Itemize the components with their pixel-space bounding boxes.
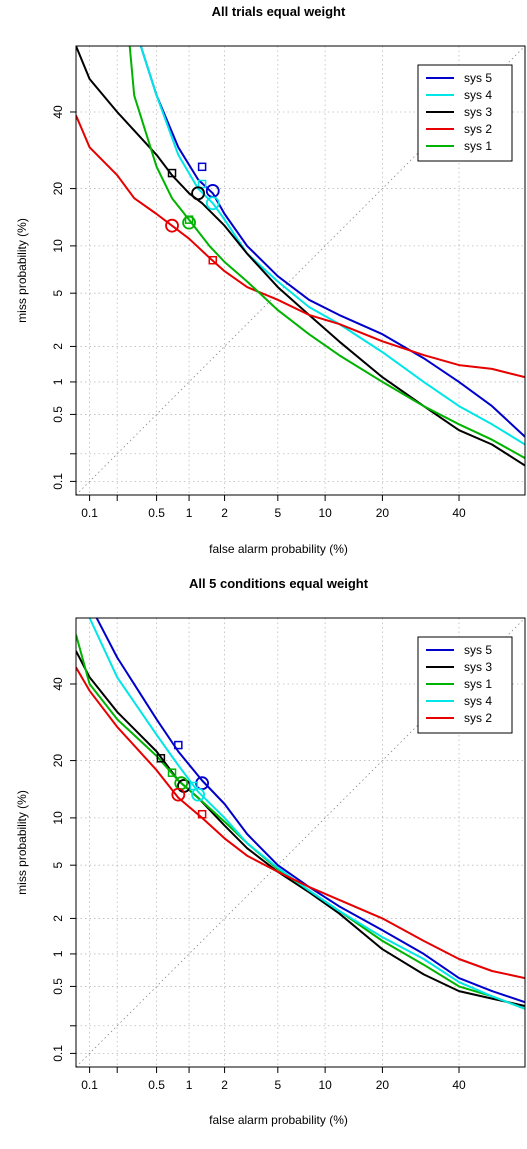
series-line-sys-2 <box>76 666 525 980</box>
series-group <box>76 46 525 467</box>
x-tick-label: 1 <box>186 506 193 520</box>
legend-label: sys 5 <box>464 643 492 657</box>
y-axis-label: miss probability (%) <box>15 790 29 895</box>
x-tick-label: 2 <box>221 1078 228 1092</box>
x-tick-label: 0.1 <box>81 506 98 520</box>
legend-label: sys 2 <box>464 122 492 136</box>
y-tick-label: 5 <box>51 862 65 869</box>
x-axis-label: false alarm probability (%) <box>209 1113 348 1127</box>
x-tick-label: 40 <box>452 1078 466 1092</box>
act-dcf-marker <box>174 740 183 750</box>
y-tick-label: 5 <box>51 290 65 297</box>
x-tick-label: 1 <box>186 1078 193 1092</box>
plot-frame <box>75 45 526 496</box>
act-dcf-marker <box>197 179 207 189</box>
legend-label: sys 1 <box>464 677 492 691</box>
y-tick-label: 1 <box>51 378 65 385</box>
series-line-sys-4 <box>139 46 525 446</box>
x-axis-label: false alarm probability (%) <box>209 542 348 556</box>
legend-label: sys 4 <box>464 88 492 102</box>
series-line-sys-3 <box>76 650 525 1007</box>
series-line-sys-5 <box>95 618 525 1004</box>
x-tick-label: 5 <box>274 1078 281 1092</box>
act-dcf-marker <box>156 754 166 763</box>
chart-title: All 5 conditions equal weight <box>189 576 369 591</box>
y-axis-label: miss probability (%) <box>15 218 29 323</box>
y-tick-label: 2 <box>51 915 65 922</box>
min-dcf-marker <box>182 215 196 230</box>
act-dcf-marker <box>197 809 207 819</box>
y-tick-label: 0.1 <box>51 1045 65 1062</box>
legend: sys 5 sys 3 sys 1 sys 4 sys 2 <box>417 636 513 734</box>
series-line-sys-3 <box>76 46 525 467</box>
min-dcf-marker <box>205 196 220 211</box>
y-tick-label: 0.5 <box>51 406 65 423</box>
y-tick-label: 20 <box>51 754 65 768</box>
y-tick-label: 1 <box>51 950 65 957</box>
y-tick-label: 0.5 <box>51 978 65 995</box>
y-tick-label: 10 <box>51 811 65 825</box>
x-tick-label: 0.5 <box>148 1078 165 1092</box>
series-line-sys-2 <box>76 115 525 379</box>
x-tick-label: 10 <box>318 506 332 520</box>
series-line-sys-4 <box>88 618 525 1010</box>
legend: sys 5 sys 4 sys 3 sys 2 sys 1 <box>417 64 513 162</box>
y-tick-label: 10 <box>51 239 65 253</box>
series-line-sys-1 <box>128 46 525 459</box>
y-tick-label: 0.1 <box>51 473 65 490</box>
series-group <box>76 618 525 1010</box>
legend-label: sys 4 <box>464 694 492 708</box>
x-tick-label: 0.1 <box>81 1078 98 1092</box>
x-tick-label: 20 <box>376 506 390 520</box>
act-dcf-marker <box>197 162 207 172</box>
y-tick-label: 40 <box>51 677 65 691</box>
y-tick-label: 40 <box>51 105 65 119</box>
act-dcf-marker <box>167 768 177 777</box>
y-tick-label: 20 <box>51 182 65 196</box>
chart-panel-1: All trials equal weight 0.1 0.5 1 2 5 10 20 40 0.… <box>15 4 526 556</box>
act-dcf-marker <box>208 255 218 265</box>
x-tick-label: 40 <box>452 506 466 520</box>
act-dcf-marker <box>167 168 177 178</box>
plot-frame <box>75 617 526 1068</box>
x-tick-label: 5 <box>274 506 281 520</box>
x-tick-label: 0.5 <box>148 506 165 520</box>
legend-label: sys 3 <box>464 660 492 674</box>
y-tick-label: 2 <box>51 343 65 350</box>
legend-label: sys 3 <box>464 105 492 119</box>
x-tick-label: 2 <box>221 506 228 520</box>
x-tick-label: 20 <box>376 1078 390 1092</box>
min-dcf-marker <box>191 787 205 802</box>
min-dcf-marker <box>171 787 186 802</box>
series-line-sys-5 <box>139 46 525 438</box>
legend-label: sys 1 <box>464 139 492 153</box>
min-dcf-marker <box>191 186 205 201</box>
chart-title: All trials equal weight <box>212 4 346 19</box>
min-dcf-marker <box>165 218 179 233</box>
legend-label: sys 2 <box>464 711 492 725</box>
x-tick-label: 10 <box>318 1078 332 1092</box>
legend-label: sys 5 <box>464 71 492 85</box>
